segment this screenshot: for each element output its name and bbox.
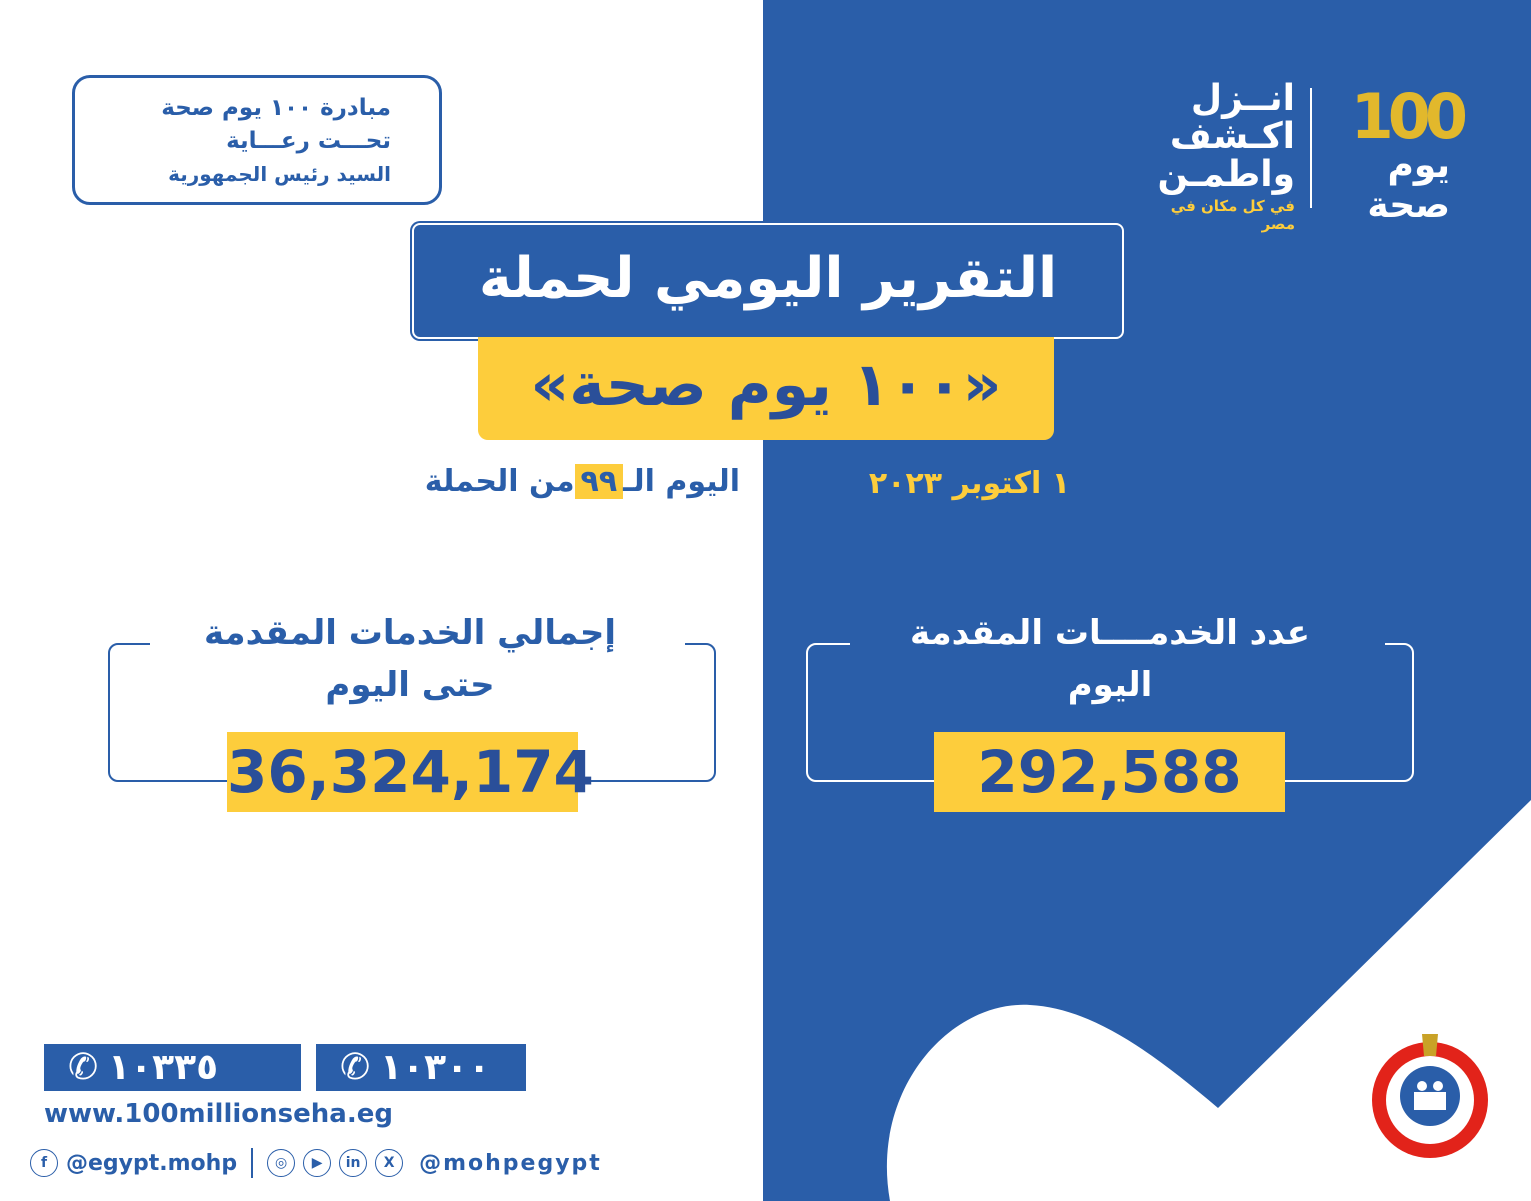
patron-line2: تحـــت رعـــاية <box>226 128 391 154</box>
ministry-seal-logo <box>1372 1034 1488 1158</box>
logo-number: 100 <box>1350 80 1468 153</box>
title-line: اليوم <box>1067 665 1153 705</box>
logo-word: انــزل <box>1190 78 1295 119</box>
phone-number: ١٠٣٠٠ <box>380 1047 491 1088</box>
day-number: ٩٩ <box>574 464 624 499</box>
phone-icon: ✆ <box>68 1047 99 1088</box>
patron-line3: السيد رئيس الجمهورية <box>168 162 391 186</box>
total-services-title: إجمالي الخدمات المقدمة حتى اليوم <box>130 607 690 711</box>
facebook-icon[interactable]: f <box>30 1149 58 1177</box>
today-services-value: 292,588 <box>934 732 1285 812</box>
patron-line1: مبادرة ١٠٠ يوم صحة <box>161 95 391 121</box>
campaign-day: اليوم الـ٩٩من الحملة <box>340 464 740 499</box>
x-icon[interactable]: X <box>375 1149 404 1177</box>
website-link[interactable]: www.100millionseha.eg <box>44 1099 393 1129</box>
logo-sub: يوم صحة <box>1367 145 1450 226</box>
phone-number: ١٠٣٣٥ <box>108 1047 219 1088</box>
linkedin-icon[interactable]: in <box>339 1149 368 1177</box>
today-services-title: عدد الخدمــــات المقدمة اليوم <box>830 607 1390 711</box>
logo-words: انــزل اكـشف واطمـن <box>1158 80 1295 194</box>
title-line: حتى اليوم <box>325 665 495 705</box>
phone-icon: ✆ <box>340 1047 371 1088</box>
social-row: f @egypt.mohp ◎ ▶ in X @mohpegypt <box>30 1148 602 1178</box>
logo-divider <box>1310 88 1312 208</box>
logo-word: اكـشف <box>1169 116 1295 157</box>
card-gap <box>150 630 685 658</box>
report-date: ١ اكتوبر ٢٠٢٣ <box>868 466 1070 501</box>
title-line: عدد الخدمــــات المقدمة <box>909 613 1310 653</box>
campaign-logo: 100 يوم صحة انــزل اكـشف واطمـن في كل مك… <box>1140 80 1470 234</box>
total-services-value: 36,324,174 <box>227 732 594 812</box>
instagram-icon[interactable]: ◎ <box>267 1149 296 1177</box>
day-prefix: اليوم الـ <box>623 464 740 499</box>
hotline-1[interactable]: ✆ ١٠٣٣٥ <box>44 1044 301 1091</box>
campaign-name: «١٠٠ يوم صحة» <box>478 337 1054 440</box>
logo-word: واطمـن <box>1157 154 1295 195</box>
logo-tagline: في كل مكان في مصر <box>1170 197 1295 233</box>
facebook-handle[interactable]: @egypt.mohp <box>66 1150 238 1176</box>
hotline-2[interactable]: ✆ ١٠٣٠٠ <box>316 1044 526 1091</box>
divider <box>251 1148 254 1178</box>
title-line: إجمالي الخدمات المقدمة <box>203 613 617 653</box>
social-handle[interactable]: @mohpegypt <box>419 1150 602 1176</box>
card-gap <box>850 630 1385 658</box>
patron-box: مبادرة ١٠٠ يوم صحة تحـــت رعـــاية السيد… <box>72 75 442 205</box>
report-title: التقرير اليومي لحملة <box>412 223 1124 339</box>
youtube-icon[interactable]: ▶ <box>303 1149 332 1177</box>
day-suffix: من الحملة <box>424 464 575 499</box>
